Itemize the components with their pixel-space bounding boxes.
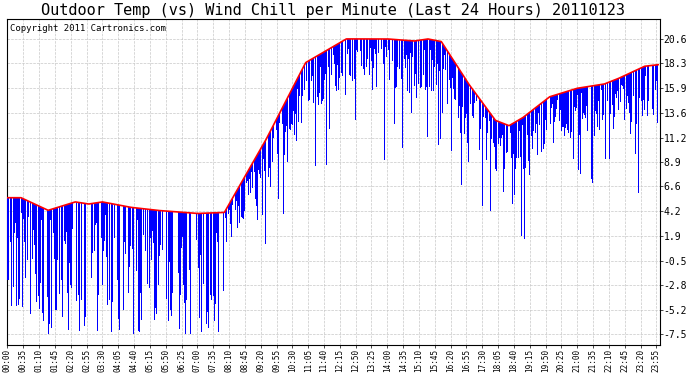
Text: Copyright 2011 Cartronics.com: Copyright 2011 Cartronics.com (10, 24, 166, 33)
Title: Outdoor Temp (vs) Wind Chill per Minute (Last 24 Hours) 20110123: Outdoor Temp (vs) Wind Chill per Minute … (41, 3, 625, 18)
